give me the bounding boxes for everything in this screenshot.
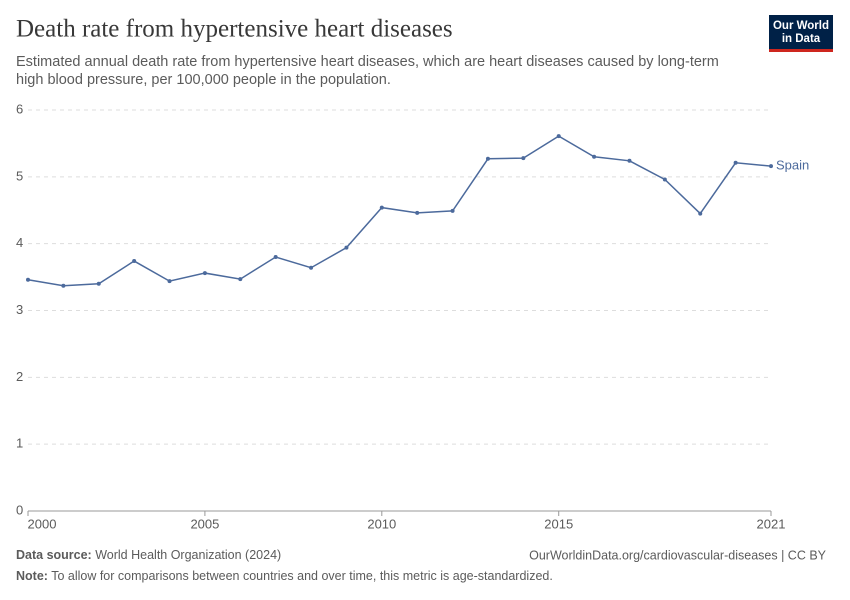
logo-text: in Data xyxy=(782,33,821,45)
point xyxy=(627,158,632,163)
point xyxy=(592,154,597,159)
y-tick-label: 5 xyxy=(16,168,23,183)
subtitle: high blood pressure, per 100,000 people … xyxy=(16,72,391,88)
point xyxy=(662,177,667,182)
point xyxy=(415,210,420,215)
point xyxy=(167,279,172,284)
logo[interactable]: Our World in Data xyxy=(769,15,833,52)
y-tick-label: 3 xyxy=(16,302,23,317)
point xyxy=(485,156,490,161)
point xyxy=(61,283,66,288)
x-tick-label: 2015 xyxy=(544,516,573,531)
x-tick-label: 2000 xyxy=(28,516,57,531)
point xyxy=(96,281,101,286)
point xyxy=(238,277,243,282)
line xyxy=(27,135,772,287)
x-tick-label: 2010 xyxy=(367,516,396,531)
note-text: To allow for comparisons between countri… xyxy=(51,569,553,583)
point xyxy=(344,245,349,250)
note: Note: To allow for comparisons between c… xyxy=(16,569,553,583)
logo-text: Our World xyxy=(773,20,829,32)
point xyxy=(769,164,773,169)
subtitle: Estimated annual death rate from hyperte… xyxy=(16,54,719,70)
x-tick-label: 2005 xyxy=(190,516,219,531)
note-label: Note: xyxy=(16,569,48,583)
y-tick-label: 0 xyxy=(16,502,23,517)
point xyxy=(556,134,561,139)
url[interactable]: OurWorldinData.org/cardiovascular-diseas… xyxy=(529,548,827,562)
y-tick-label: 2 xyxy=(16,369,23,384)
x-tick-label: 2021 xyxy=(757,516,786,531)
y-tick-label: 4 xyxy=(16,235,23,250)
point xyxy=(450,208,455,213)
point xyxy=(379,205,384,210)
logo-bar xyxy=(769,49,833,52)
point xyxy=(521,156,526,161)
logo-box xyxy=(769,15,833,49)
y-tick-label: 1 xyxy=(16,436,23,451)
series-label: Spain xyxy=(776,158,809,173)
point xyxy=(132,259,137,264)
point xyxy=(309,265,314,270)
point xyxy=(733,160,738,165)
source-text: World Health Organization (2024) xyxy=(95,548,281,562)
point xyxy=(26,277,30,282)
source: Data source: World Health Organization (… xyxy=(16,548,281,562)
point xyxy=(273,255,278,260)
y-tick-label: 6 xyxy=(16,101,23,116)
point xyxy=(202,271,207,276)
chart-title: Death rate from hypertensive heart disea… xyxy=(16,16,453,43)
point xyxy=(698,211,703,216)
source-label: Data source: xyxy=(16,548,92,562)
